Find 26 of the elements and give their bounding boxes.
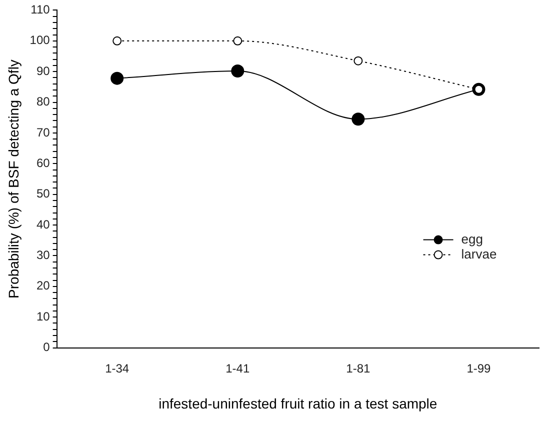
point [352,112,365,126]
point [233,36,242,46]
x-tick-label: 1-41 [226,361,250,376]
point [112,36,122,46]
y-tick-label: 60 [36,156,50,170]
y-tick-label: 110 [30,2,50,17]
y-tick-label: 0 [43,340,50,354]
x-tick-label: 1-34 [105,361,130,376]
y-tick-label: 100 [30,33,50,48]
x-tick-label: 1-99 [466,361,492,376]
y-tick-label: 30 [36,248,50,262]
y-tick-label: 80 [36,94,50,109]
x-axis-title: infested-uninfested fruit ratio in a test sample [158,395,438,412]
y-axis-title: Probability (%) of BSF detecting a Qfly [5,60,22,298]
y-tick-label: 50 [36,186,50,201]
y-tick-label: 20 [36,278,50,293]
legend-label: egg [461,231,483,246]
x-tick-label: 1-81 [346,361,371,376]
y-tick-label: 90 [36,64,50,78]
point [354,56,363,66]
y-tick-label: 10 [36,309,50,324]
point [110,72,124,85]
y-tick-label: 40 [36,217,50,232]
point [231,64,244,78]
legend-label: larvae [461,246,497,262]
y-tick-label: 70 [36,125,50,140]
